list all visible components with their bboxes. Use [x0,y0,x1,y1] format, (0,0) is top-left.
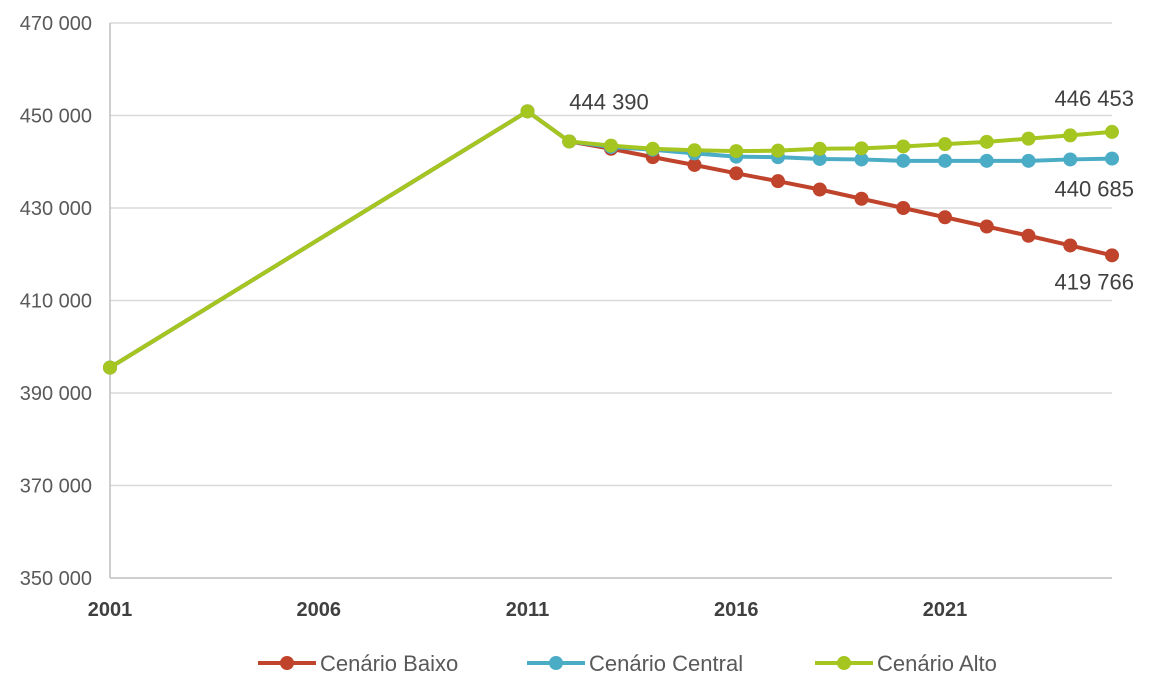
data-point [938,153,952,168]
data-point [812,151,827,166]
legend-marker [837,656,851,670]
data-point [1063,128,1078,143]
data-point [1063,152,1078,167]
x-tick-label: 2001 [88,599,133,621]
data-point [896,139,911,154]
data-point [896,153,911,168]
x-tick-label: 2016 [714,599,759,621]
data-point [896,201,911,215]
data-point [729,166,744,181]
data-label: 440 685 [1054,177,1134,202]
data-point [812,141,827,156]
y-tick-label: 350 000 [20,568,92,590]
data-point [687,157,702,172]
y-tick-label: 430 000 [20,198,92,220]
y-tick-label: 390 000 [20,383,92,405]
data-point [938,137,952,152]
data-point [854,152,869,167]
data-labels: 444 390 446 453 440 685 419 766 [569,86,1134,294]
data-point [1021,153,1036,168]
legend-label: Cenário Alto [877,651,997,676]
data-point [103,360,117,375]
legend-item: Cenário Alto [815,651,997,676]
legend-item: Cenário Baixo [258,651,458,676]
data-point [771,174,785,189]
series-cenario-alto [103,104,1119,375]
data-point [687,143,702,158]
data-label: 419 766 [1054,269,1134,294]
x-tick-label: 2006 [297,599,342,621]
data-point [1021,228,1036,243]
axes [109,23,1112,579]
x-tick-label: 2021 [923,599,968,621]
data-point [604,138,618,153]
data-point [979,134,994,149]
data-point [1105,124,1119,139]
data-point [938,210,952,225]
legend-label: Cenário Central [589,651,743,676]
y-tick-label: 370 000 [20,476,92,498]
series-group [103,104,1119,375]
data-point [854,141,869,156]
legend: Cenário Baixo Cenário Central Cenário Alto [258,651,997,676]
data-point [854,191,869,206]
legend-item: Cenário Central [527,651,743,676]
data-label: 446 453 [1054,86,1134,111]
series-line [108,109,1114,370]
data-point [562,134,577,149]
data-point [1021,131,1036,146]
data-point [729,144,744,159]
y-tick-label: 410 000 [20,291,92,313]
legend-marker [549,656,563,670]
data-point [979,219,994,234]
data-point [1105,248,1119,263]
data-point [520,104,535,119]
data-point [1105,151,1119,166]
grid-lines [110,22,1112,487]
y-tick-label: 450 000 [20,106,92,128]
data-point [645,141,660,156]
data-label: 444 390 [569,89,649,114]
x-axis-ticks: 2001 2006 2011 2016 2021 [88,599,968,621]
y-tick-label: 470 000 [20,13,92,35]
data-point [979,153,994,168]
data-point [1063,238,1078,253]
x-tick-label: 2011 [506,599,549,621]
legend-label: Cenário Baixo [320,651,458,676]
data-point [771,143,785,158]
data-point [812,182,827,197]
legend-marker [280,656,294,670]
y-axis-ticks: 350 000 370 000 390 000 410 000 430 000 450 0… [20,13,92,590]
